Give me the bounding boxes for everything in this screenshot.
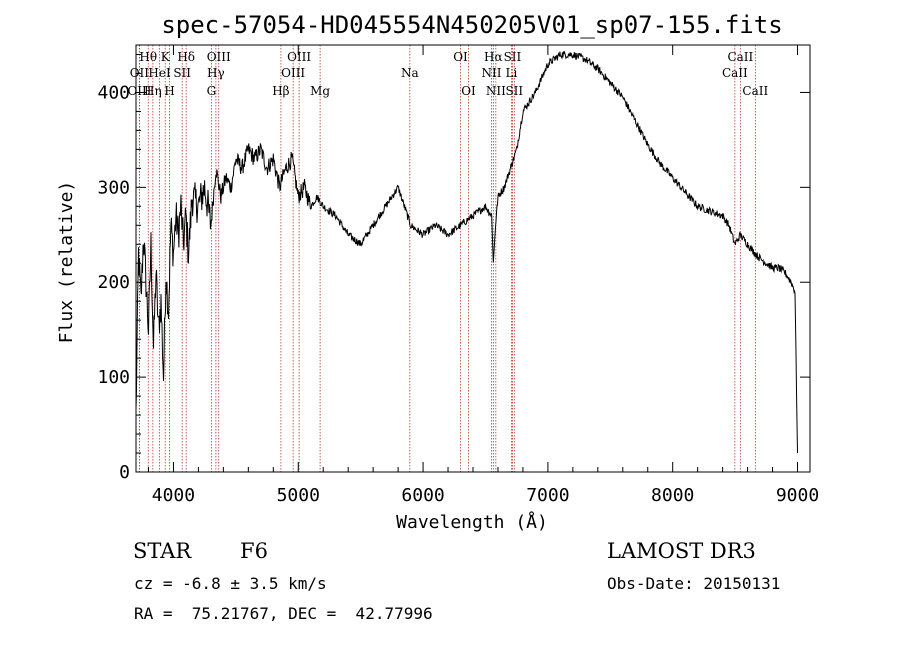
- object-subclass: F6: [240, 539, 268, 563]
- x-tick-label: 5000: [277, 485, 320, 506]
- x-tick-label: 8000: [651, 485, 694, 506]
- x-tick-label: 9000: [776, 485, 819, 506]
- line-label-27: CaII: [742, 84, 768, 98]
- line-label-26: CaII: [727, 50, 753, 64]
- line-label-10: Hγ: [207, 66, 225, 80]
- line-label-6: H: [164, 84, 174, 98]
- coordinates: RA = 75.21767, DEC = 42.77996: [134, 604, 433, 623]
- line-label-13: OIII: [281, 66, 305, 80]
- line-label-14: OIII: [287, 50, 311, 64]
- line-label-17: OI: [453, 50, 468, 64]
- y-tick-label: 300: [97, 177, 130, 198]
- spectral-line-markers: [138, 45, 756, 472]
- line-label-11: G: [207, 84, 217, 98]
- line-label-12: Hβ: [272, 84, 289, 98]
- line-label-5: HeI: [148, 66, 171, 80]
- x-tick-label: 6000: [401, 485, 444, 506]
- line-label-19: NII: [481, 66, 501, 80]
- line-label-24: SII: [505, 84, 523, 98]
- x-tick-label: 7000: [526, 485, 569, 506]
- x-axis-ticks: 4000 5000 6000 7000 8000 9000: [147, 45, 819, 506]
- object-class: STAR: [133, 539, 192, 563]
- x-tick-label: 4000: [152, 485, 195, 506]
- line-label-25: CaII: [722, 66, 748, 80]
- spectrum-line: [135, 51, 798, 454]
- observation-date: Obs-Date: 20150131: [607, 574, 781, 593]
- line-label-22: SII: [504, 50, 522, 64]
- line-label-0: Hθ: [139, 50, 157, 64]
- line-label-21: NII: [486, 84, 506, 98]
- y-axis-ticks: 0 100 200 300 400: [97, 53, 810, 483]
- line-label-8: Hδ: [177, 50, 195, 64]
- line-label-3: Hη: [144, 84, 162, 98]
- line-label-23: Li: [506, 66, 518, 80]
- line-label-15: Mg: [310, 84, 330, 98]
- chart-title: spec-57054-HD045554N450205V01_sp07-155.f…: [161, 11, 782, 39]
- plot-frame: [135, 44, 811, 473]
- survey-name: LAMOST DR3: [607, 539, 756, 563]
- line-label-7: SII: [173, 66, 191, 80]
- y-tick-label: 0: [119, 462, 130, 483]
- y-tick-label: 100: [97, 367, 130, 388]
- line-label-9: OIII: [207, 50, 231, 64]
- line-label-20: Hα: [484, 50, 503, 64]
- line-label-18: OI: [461, 84, 476, 98]
- y-axis-label: Flux (relative): [56, 181, 77, 344]
- redshift-cz: cz = -6.8 ± 3.5 km/s: [134, 574, 327, 593]
- x-axis-label: Wavelength (Å): [396, 511, 548, 533]
- line-label-16: Na: [401, 66, 419, 80]
- line-label-2: OIII: [127, 84, 151, 98]
- y-tick-label: 200: [97, 272, 130, 293]
- y-tick-label: 400: [97, 82, 130, 103]
- line-label-4: K: [161, 50, 171, 64]
